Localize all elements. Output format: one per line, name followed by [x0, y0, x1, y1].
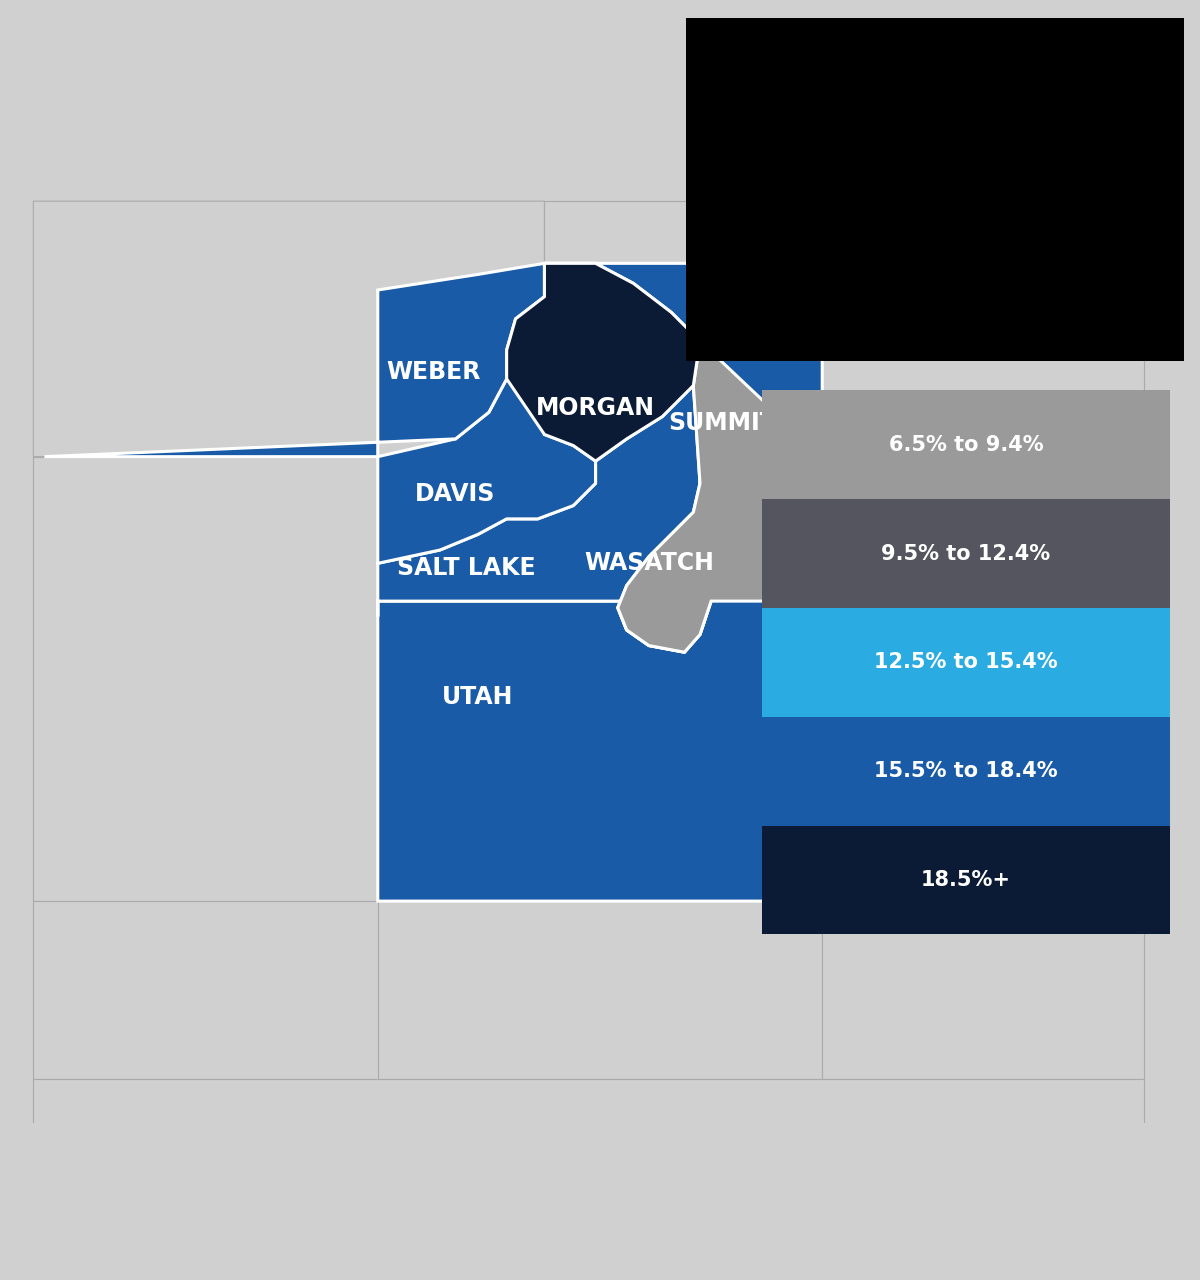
Text: DAVIS: DAVIS [415, 483, 496, 507]
Text: WASATCH: WASATCH [584, 552, 714, 575]
Polygon shape [378, 484, 822, 901]
Text: 9.5% to 12.4%: 9.5% to 12.4% [882, 544, 1050, 563]
Polygon shape [44, 264, 545, 457]
Text: SALT LAKE: SALT LAKE [397, 556, 536, 580]
Polygon shape [34, 1079, 1145, 1280]
Text: 15.5% to 18.4%: 15.5% to 18.4% [874, 762, 1058, 781]
Polygon shape [34, 901, 822, 1079]
Polygon shape [506, 264, 700, 461]
Polygon shape [34, 457, 378, 901]
Polygon shape [545, 264, 822, 497]
Text: UTAH: UTAH [442, 685, 514, 709]
Polygon shape [700, 201, 822, 264]
Text: WEBER: WEBER [386, 360, 480, 384]
Polygon shape [822, 678, 1145, 1079]
Polygon shape [545, 201, 700, 264]
Polygon shape [378, 297, 595, 563]
Text: 18.5%+: 18.5%+ [922, 870, 1012, 890]
Polygon shape [378, 385, 712, 653]
Polygon shape [618, 340, 822, 653]
Text: MORGAN: MORGAN [536, 396, 655, 420]
Text: 12.5% to 15.4%: 12.5% to 15.4% [874, 653, 1058, 672]
Text: SUMMIT: SUMMIT [668, 411, 776, 435]
Polygon shape [378, 901, 822, 1079]
Polygon shape [822, 264, 1145, 678]
Text: 6.5% to 9.4%: 6.5% to 9.4% [889, 435, 1043, 454]
Polygon shape [34, 201, 545, 457]
